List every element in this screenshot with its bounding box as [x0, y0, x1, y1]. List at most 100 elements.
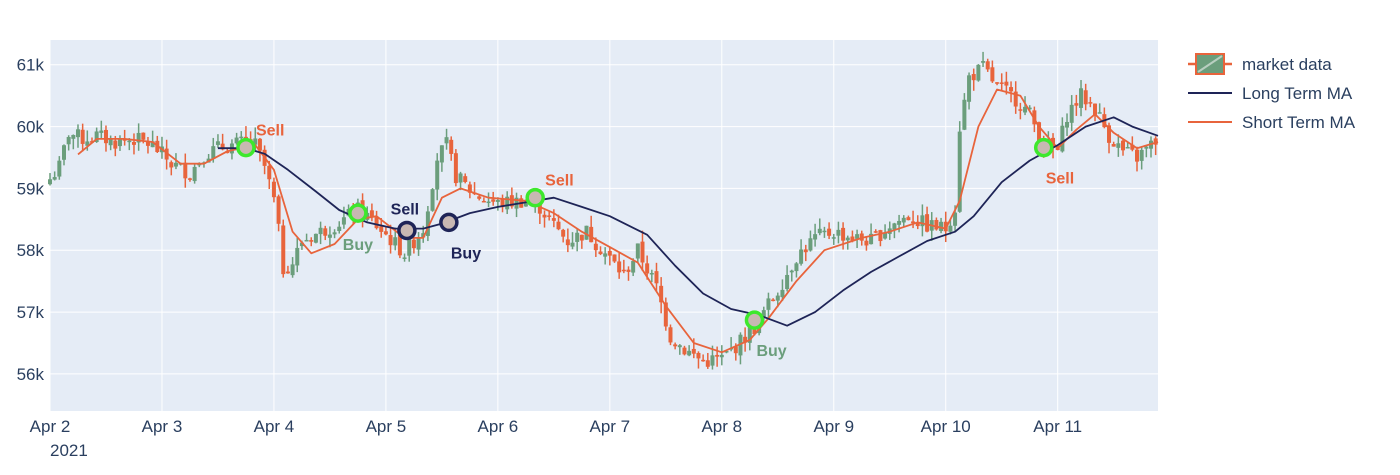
candle-decreasing [990, 60, 995, 83]
candle-decreasing [369, 203, 374, 222]
candle-increasing [631, 258, 636, 277]
legend-item-market-data[interactable]: market data [1188, 53, 1332, 75]
candle-increasing [831, 233, 836, 245]
candle-increasing [150, 130, 155, 148]
candle-decreasing [1018, 102, 1023, 120]
buy-signal-marker [348, 203, 368, 223]
sell-signal-marker [1033, 137, 1054, 158]
x-tick-label: Apr 5 [366, 417, 407, 436]
candle-increasing [677, 344, 682, 355]
candle-increasing [66, 135, 71, 151]
candle-decreasing [187, 177, 192, 182]
candle-decreasing [565, 228, 570, 253]
candle-increasing [192, 162, 197, 184]
candle-increasing [94, 127, 99, 143]
candle-decreasing [257, 137, 262, 162]
candle-decreasing [1135, 146, 1140, 172]
candle-decreasing [271, 177, 276, 203]
candle-decreasing [1009, 81, 1014, 103]
candle-increasing [304, 233, 309, 242]
candle-increasing [766, 292, 771, 319]
candle-increasing [290, 257, 295, 278]
long-ma-signal-marker [439, 212, 459, 233]
y-tick-label: 56k [17, 365, 45, 384]
candle-decreasing [659, 277, 664, 314]
candle-increasing [1097, 103, 1102, 114]
candle-decreasing [561, 228, 566, 243]
candle-increasing [416, 232, 421, 256]
candle-increasing [780, 279, 785, 302]
x-axis: 2021 Apr 2 Apr 3 Apr 4 Apr 5 Apr 6 Apr 7 Apr 8… [30, 417, 1082, 460]
candle-increasing [75, 124, 80, 148]
candle-increasing [976, 64, 981, 82]
candle-decreasing [673, 342, 678, 350]
candle-decreasing [999, 73, 1004, 90]
candle-decreasing [1130, 136, 1135, 152]
candle-decreasing [500, 194, 505, 213]
candle-decreasing [873, 229, 878, 234]
candle-increasing [799, 239, 804, 266]
legend-item-long-term-ma[interactable]: Long Term MA [1188, 84, 1353, 103]
plot-background [50, 40, 1158, 411]
signal-markers: Sell Buy Sell Buy Sell Sell Buy [236, 123, 1074, 360]
candle-increasing [603, 247, 608, 265]
candle-decreasing [803, 244, 808, 262]
candle-increasing [1116, 134, 1121, 157]
candle-decreasing [411, 237, 416, 254]
candle-increasing [295, 237, 300, 273]
candle-increasing [136, 123, 141, 151]
legend-item-short-term-ma[interactable]: Short Term MA [1188, 113, 1356, 132]
candle-increasing [794, 262, 799, 278]
candle-increasing [425, 206, 430, 242]
candle-increasing [435, 153, 440, 201]
candle-increasing [724, 350, 729, 354]
candle-decreasing [771, 298, 776, 302]
candle-increasing [439, 145, 444, 172]
candle-decreasing [449, 136, 454, 161]
candle-decreasing [841, 222, 846, 250]
candle-increasing [687, 345, 692, 357]
candle-decreasing [542, 210, 547, 228]
candle-decreasing [383, 227, 388, 236]
candle-increasing [99, 120, 104, 139]
candle-decreasing [1088, 96, 1093, 108]
x-axis-year-label: 2021 [50, 441, 88, 460]
candle-increasing [789, 269, 794, 282]
candle-increasing [719, 345, 724, 366]
candle-increasing [108, 135, 113, 151]
candle-decreasing [164, 139, 169, 170]
candle-decreasing [80, 123, 85, 152]
candle-decreasing [169, 160, 174, 176]
candle-decreasing [477, 194, 482, 201]
candle-decreasing [481, 197, 486, 203]
candle-decreasing [388, 224, 393, 254]
candle-decreasing [654, 262, 659, 291]
x-tick-label: Apr 9 [813, 417, 854, 436]
candle-decreasing [598, 246, 603, 256]
candle-increasing [61, 144, 66, 166]
candle-decreasing [911, 210, 916, 229]
candle-increasing [495, 197, 500, 211]
candle-increasing [341, 206, 346, 229]
candle-increasing [836, 221, 841, 244]
candle-decreasing [682, 345, 687, 356]
y-axis: 56k 57k 58k 59k 60k 61k [17, 56, 45, 384]
x-tick-label: Apr 6 [478, 417, 519, 436]
candle-increasing [1079, 80, 1084, 117]
candle-decreasing [1111, 141, 1116, 147]
candle-decreasing [379, 218, 384, 238]
candle-decreasing [906, 215, 911, 221]
candle-increasing [458, 171, 463, 191]
candle-increasing [48, 173, 52, 186]
candle-decreasing [323, 225, 328, 241]
candle-increasing [402, 253, 407, 262]
candle-decreasing [626, 266, 631, 281]
candle-increasing [981, 51, 986, 68]
candle-increasing [57, 156, 62, 180]
short-term-ma-line [77, 88, 1159, 354]
candle-increasing [948, 219, 953, 235]
long-ma-signal-marker [397, 220, 417, 241]
candle-decreasing [281, 219, 286, 278]
candle-decreasing [995, 82, 1000, 86]
candle-decreasing [183, 153, 188, 188]
